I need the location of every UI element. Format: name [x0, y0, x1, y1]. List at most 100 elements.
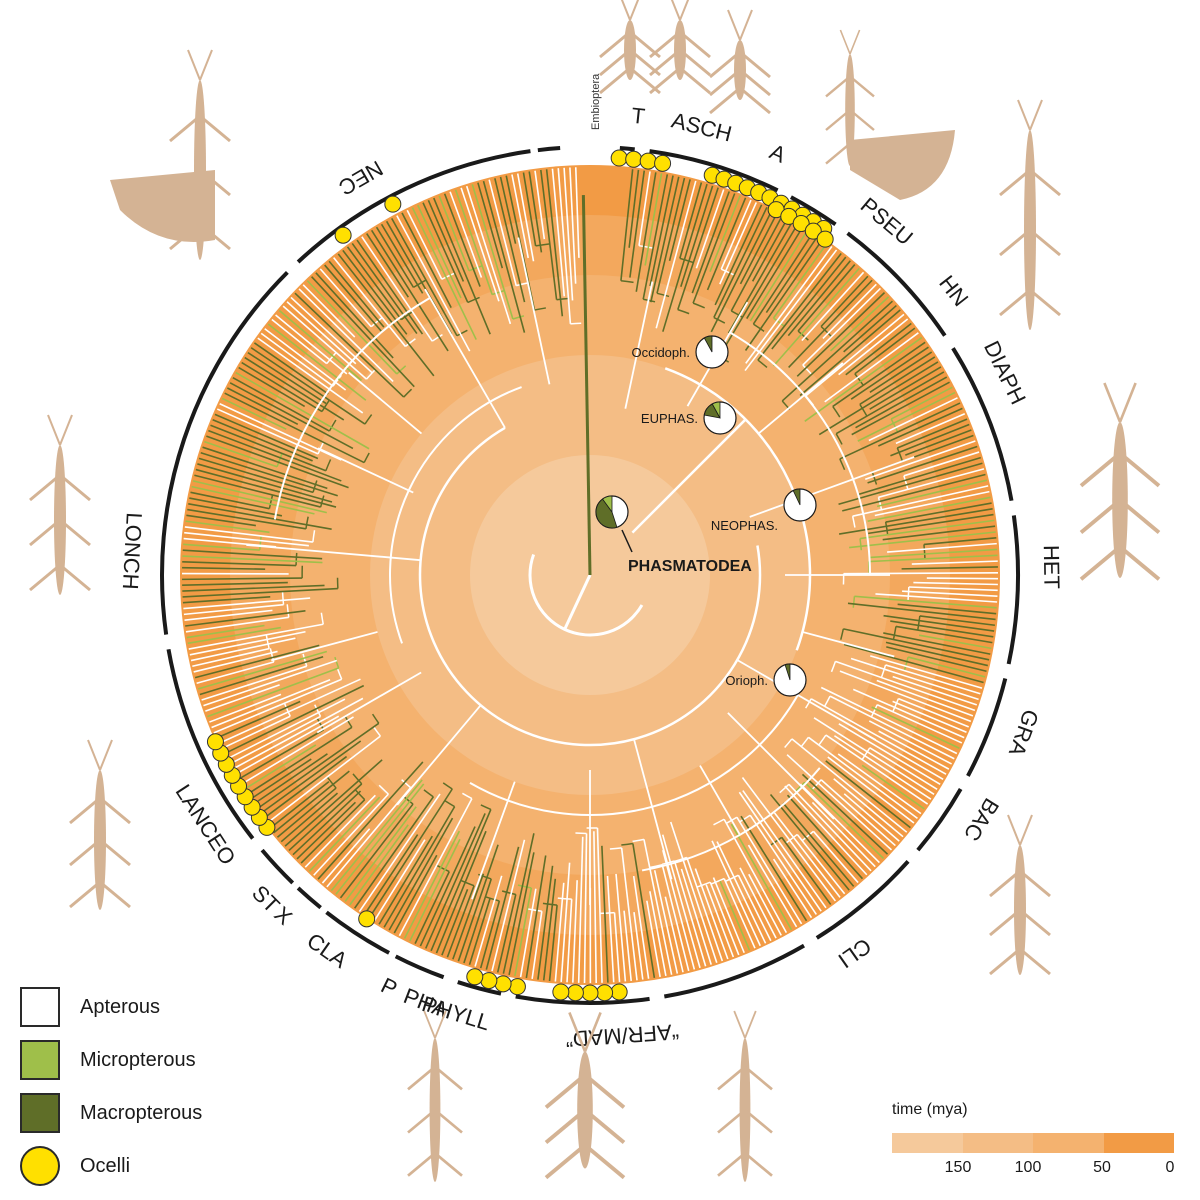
- tip-branch: [632, 875, 650, 979]
- tip-branch: [601, 845, 609, 983]
- tip-branch: [398, 798, 473, 937]
- backbone-tree: [246, 195, 915, 905]
- tip-branch: [182, 566, 266, 570]
- tip-branch: [820, 779, 896, 847]
- ocelli-marker: [480, 972, 498, 990]
- tip-branch: [858, 456, 981, 496]
- time-scale: time (mya) 150 100 50 0: [880, 1095, 1180, 1185]
- ocelli-marker: [816, 230, 834, 248]
- ocelli-marker: [566, 984, 584, 1002]
- tip-connector: [620, 280, 634, 284]
- tip-branch: [709, 195, 741, 273]
- tip-branch: [182, 555, 323, 564]
- pie-micropterous: [711, 401, 721, 419]
- tip-branch: [801, 271, 865, 342]
- tip-branch: [214, 413, 319, 460]
- tip-branch: [192, 647, 270, 668]
- tip-branch: [508, 852, 535, 976]
- tip-branch: [871, 706, 960, 749]
- backbone-connector: [528, 553, 644, 637]
- tip-connector: [859, 538, 863, 551]
- backbone-branch: [749, 456, 915, 518]
- tip-branch: [596, 827, 603, 983]
- tip-branch: [255, 722, 380, 811]
- tip-branch: [727, 220, 794, 334]
- node-label: Orioph.: [725, 673, 768, 688]
- tip-branch: [216, 408, 319, 455]
- node-pie: Occidoph.: [631, 335, 729, 369]
- tip-connector: [325, 459, 332, 472]
- tip-connector: [403, 388, 413, 398]
- tip-branch: [633, 912, 644, 980]
- tip-connector: [396, 365, 407, 375]
- ocelli-marker: [804, 222, 822, 240]
- tip-branch: [804, 781, 885, 859]
- tip-branch: [620, 847, 638, 981]
- insect-silhouette: [999, 99, 1061, 330]
- tip-branch: [757, 252, 842, 361]
- tip-branch: [259, 740, 362, 815]
- tip-connector: [512, 315, 525, 320]
- tip-branch: [219, 403, 342, 461]
- tip-branch: [193, 650, 278, 673]
- tip-branch: [197, 463, 333, 503]
- tip-branch: [842, 473, 986, 512]
- tip-branch: [738, 791, 822, 912]
- tip-branch: [897, 418, 968, 449]
- tip-branch: [186, 624, 265, 639]
- tip-branch: [502, 833, 535, 974]
- tip-branch: [406, 209, 443, 280]
- pie-macropterous: [792, 488, 801, 506]
- clade-label: LONCH: [118, 512, 147, 590]
- clade-arc: [663, 943, 805, 999]
- ocelli-marker: [466, 968, 484, 986]
- tip-branch: [182, 584, 325, 592]
- backbone-branch: [246, 544, 421, 562]
- tip-branch: [864, 440, 976, 481]
- node-pies: Occidoph. EUPHAS. NEOPHAS. Orioph.: [595, 335, 817, 697]
- tip-branch: [730, 214, 784, 312]
- tip-branch: [321, 828, 371, 884]
- tip-branch: [482, 180, 526, 333]
- tip-branch: [788, 279, 873, 369]
- tip-branch: [885, 502, 992, 523]
- tip-branch: [557, 168, 572, 324]
- tip-connector: [832, 406, 841, 418]
- tip-branch: [551, 168, 566, 297]
- tip-branch: [460, 187, 500, 302]
- tip-connector: [713, 818, 725, 826]
- tip-branch: [542, 878, 557, 981]
- tip-branch: [843, 793, 900, 842]
- clade-label: BAC: [959, 794, 1004, 846]
- tip-branch: [349, 824, 409, 906]
- tip-connector: [692, 302, 705, 309]
- tip-connector: [423, 789, 434, 798]
- tip-branch: [572, 880, 578, 983]
- tip-branch: [882, 525, 996, 541]
- backbone-branch: [736, 659, 877, 741]
- tip-branch: [363, 834, 419, 916]
- tip-branch: [712, 877, 745, 954]
- tip-branch: [643, 839, 673, 975]
- tip-branch: [719, 202, 758, 285]
- tip-branch: [661, 864, 690, 972]
- tip-branch: [635, 172, 657, 292]
- tip-branch: [239, 716, 354, 786]
- tip-branch: [833, 778, 904, 838]
- clade-label: P: [377, 972, 401, 1001]
- tip-branch: [772, 267, 860, 367]
- tip-branch: [851, 381, 950, 436]
- tip-branch: [294, 292, 405, 398]
- tip-branch: [249, 758, 312, 801]
- tip-connector: [907, 586, 910, 601]
- tip-branch: [554, 882, 565, 982]
- backbone-branch: [471, 781, 516, 900]
- clade-arc: [260, 848, 295, 885]
- tip-branch: [396, 215, 471, 352]
- tip-branch: [525, 855, 547, 979]
- tip-branch: [414, 871, 450, 944]
- tip-branch: [868, 397, 958, 442]
- micropterous-swatch: [20, 1040, 60, 1080]
- tip-connector: [677, 308, 690, 315]
- tip-branch: [184, 526, 313, 543]
